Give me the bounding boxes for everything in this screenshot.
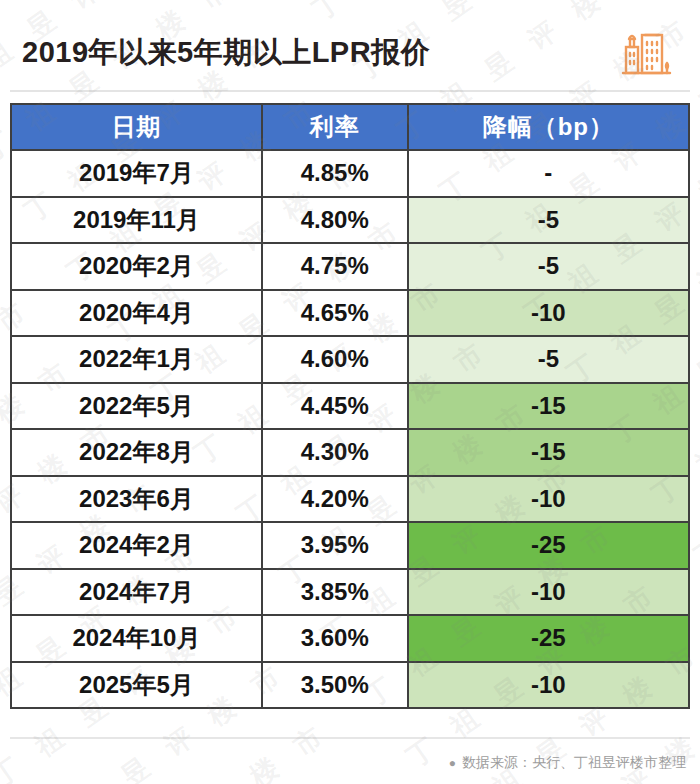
date-cell: 2025年5月 [11,662,262,709]
date-cell: 2019年7月 [11,150,262,197]
title-divider [10,90,690,92]
date-cell: 2024年2月 [11,522,262,569]
lpr-table: 日期利率降幅（bp） 2019年7月4.85%-2019年11月4.80%-52… [10,103,690,709]
rate-cell: 4.60% [262,336,408,383]
column-header-2: 降幅（bp） [408,104,689,150]
rate-cell: 4.45% [262,383,408,430]
drop-cell: -5 [408,243,689,290]
date-cell: 2023年6月 [11,476,262,523]
date-cell: 2022年5月 [11,383,262,430]
city-buildings-icon [618,25,674,81]
footer-divider [10,737,690,739]
table-row: 2024年2月3.95%-25 [11,522,689,569]
table-row: 2025年5月3.50%-10 [11,662,689,709]
drop-cell: -5 [408,336,689,383]
dot-bullet-icon: ● [449,756,456,770]
table-row: 2022年8月4.30%-15 [11,429,689,476]
column-header-1: 利率 [262,104,408,150]
date-cell: 2024年7月 [11,569,262,616]
column-header-0: 日期 [11,104,262,150]
rate-cell: 4.85% [262,150,408,197]
source-line: ● 数据来源：央行、丁祖昱评楼市整理 [10,754,690,772]
drop-cell: - [408,150,689,197]
title-row: 2019年以来5年期以上LPR报价 [10,0,690,82]
date-cell: 2020年4月 [11,290,262,337]
infographic-page: 2019年以来5年期以上LPR报价 日期利率降 [0,0,700,772]
drop-cell: -25 [408,522,689,569]
rate-cell: 3.50% [262,662,408,709]
rate-cell: 3.60% [262,615,408,662]
source-text: 数据来源：央行、丁祖昱评楼市整理 [462,754,686,770]
table-row: 2023年6月4.20%-10 [11,476,689,523]
table-row: 2022年1月4.60%-5 [11,336,689,383]
date-cell: 2020年2月 [11,243,262,290]
rate-cell: 4.30% [262,429,408,476]
drop-cell: -10 [408,290,689,337]
page-title: 2019年以来5年期以上LPR报价 [22,33,430,73]
date-cell: 2022年8月 [11,429,262,476]
drop-cell: -25 [408,615,689,662]
header-row: 日期利率降幅（bp） [11,104,689,150]
table-row: 2020年4月4.65%-10 [11,290,689,337]
table-row: 2024年10月3.60%-25 [11,615,689,662]
table-row: 2022年5月4.45%-15 [11,383,689,430]
table-header: 日期利率降幅（bp） [11,104,689,150]
table-row: 2019年7月4.85%- [11,150,689,197]
drop-cell: -10 [408,476,689,523]
rate-cell: 4.80% [262,197,408,244]
drop-cell: -15 [408,429,689,476]
rate-cell: 3.95% [262,522,408,569]
rate-cell: 4.75% [262,243,408,290]
date-cell: 2019年11月 [11,197,262,244]
drop-cell: -5 [408,197,689,244]
date-cell: 2022年1月 [11,336,262,383]
table-row: 2019年11月4.80%-5 [11,197,689,244]
drop-cell: -10 [408,569,689,616]
rate-cell: 4.65% [262,290,408,337]
table-row: 2020年2月4.75%-5 [11,243,689,290]
drop-cell: -10 [408,662,689,709]
rate-cell: 3.85% [262,569,408,616]
date-cell: 2024年10月 [11,615,262,662]
rate-cell: 4.20% [262,476,408,523]
drop-cell: -15 [408,383,689,430]
table-row: 2024年7月3.85%-10 [11,569,689,616]
